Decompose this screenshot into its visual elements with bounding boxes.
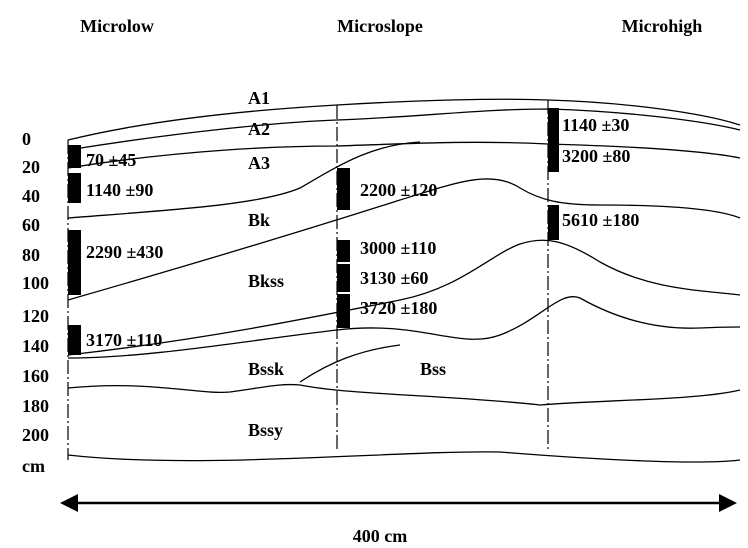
arrow-head [719, 494, 737, 512]
date-label: 1140 ±30 [562, 115, 629, 135]
depth-label: 160 [22, 366, 49, 386]
depth-label: 120 [22, 306, 49, 326]
depth-label: 80 [22, 245, 40, 265]
depth-label: 0 [22, 129, 31, 149]
horizon-label: Bss [420, 359, 446, 379]
date-label: 3170 ±110 [86, 330, 162, 350]
depth-label: 100 [22, 273, 49, 293]
boundary-line [68, 385, 740, 405]
date-label: 3720 ±180 [360, 298, 437, 318]
soil-profile-diagram: Microlow Microslope Microhigh 0 20 40 60 80 1… [0, 0, 748, 548]
date-label: 1140 ±90 [86, 180, 153, 200]
boundary-line [300, 345, 400, 382]
depth-label: 40 [22, 186, 40, 206]
horizon-label: Bssy [248, 420, 283, 440]
arrow-head [60, 494, 78, 512]
depth-label: 20 [22, 157, 40, 177]
sample-bar [337, 294, 350, 328]
horizon-label: Bssk [248, 359, 284, 379]
horizon-label: Bk [248, 210, 270, 230]
date-label: 3200 ±80 [562, 146, 630, 166]
horizon-label: A1 [248, 88, 270, 108]
sample-bar [548, 205, 559, 240]
boundary-line [68, 452, 740, 462]
sample-bars [68, 108, 559, 355]
date-label: 5610 ±180 [562, 210, 639, 230]
headers: Microlow Microslope Microhigh [80, 16, 702, 36]
depth-axis: 0 20 40 60 80 100 120 140 160 180 200 cm [22, 129, 49, 476]
boundary-line [68, 99, 740, 140]
column-header: Microhigh [622, 16, 703, 36]
horizon-label: Bkss [248, 271, 284, 291]
sample-bar [337, 240, 350, 262]
depth-label: cm [22, 456, 45, 476]
horizon-label: A3 [248, 153, 270, 173]
sample-bar [68, 325, 81, 355]
horizon-label: A2 [248, 119, 270, 139]
depth-label: 200 [22, 425, 49, 445]
column-header: Microlow [80, 16, 154, 36]
sample-bar [337, 264, 350, 292]
boundary-line [68, 142, 740, 168]
date-label: 2200 ±120 [360, 180, 437, 200]
sample-bar [68, 173, 81, 203]
date-label: 70 ±45 [86, 150, 136, 170]
scale-label: 400 cm [353, 526, 407, 546]
date-label: 3000 ±110 [360, 238, 436, 258]
scale-arrow: 400 cm [60, 494, 737, 546]
profile-lines [68, 100, 548, 460]
depth-label: 140 [22, 336, 49, 356]
sample-bar [548, 108, 559, 172]
depth-label: 180 [22, 396, 49, 416]
sample-bar [68, 230, 81, 295]
date-label: 2290 ±430 [86, 242, 163, 262]
depth-label: 60 [22, 215, 40, 235]
date-label: 3130 ±60 [360, 268, 428, 288]
sample-bar [68, 145, 81, 168]
sample-bar [337, 168, 350, 210]
column-header: Microslope [337, 16, 423, 36]
